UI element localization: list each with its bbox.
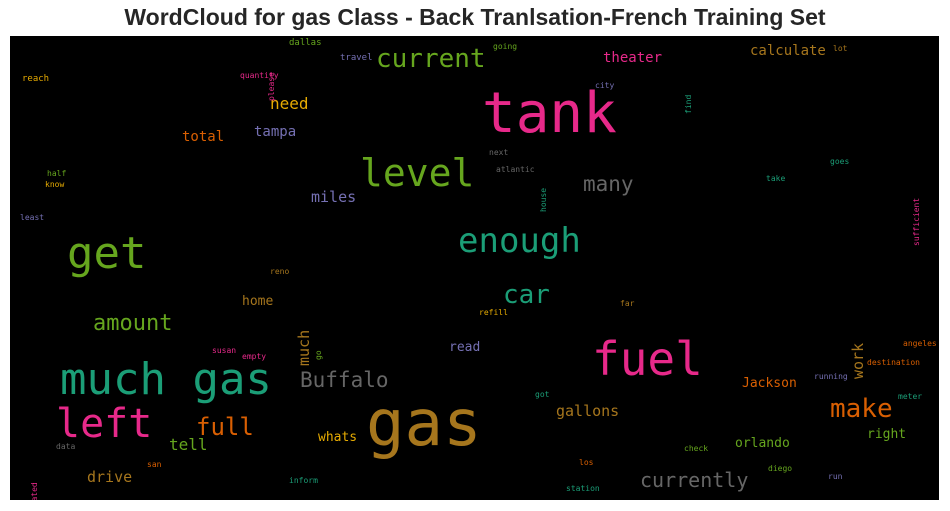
word-whats: whats <box>318 430 358 445</box>
word-meter: meter <box>898 392 923 401</box>
word-cloud: gas tank much gas fuel get level left en… <box>10 36 939 500</box>
word-going: going <box>493 42 518 51</box>
word-house: house <box>539 187 548 212</box>
word-half: half <box>47 169 67 178</box>
word-theater: theater <box>603 50 663 66</box>
word-inform: inform <box>289 476 318 485</box>
word-refill: refill <box>479 308 508 317</box>
word-current: current <box>376 44 486 74</box>
word-currently: currently <box>640 468 749 492</box>
word-city: city <box>595 81 615 90</box>
word-buffalo: Buffalo <box>300 368 389 392</box>
word-amount: amount <box>93 311 173 336</box>
word-right: right <box>867 427 907 442</box>
word-jackson: Jackson <box>742 376 797 391</box>
word-many: many <box>583 172 634 196</box>
word-level: level <box>360 151 475 195</box>
word-need: need <box>270 94 309 113</box>
word-goes: goes <box>830 157 850 166</box>
word-atlantic: atlantic <box>496 165 535 174</box>
word-work: work <box>849 342 867 379</box>
word-reno: reno <box>270 267 290 276</box>
word-reach: reach <box>22 74 50 84</box>
word-take: take <box>766 174 786 183</box>
word-angeles: angeles <box>903 339 937 348</box>
word-travel: travel <box>340 53 373 63</box>
word-calculate: calculate <box>750 43 826 59</box>
word-car: car <box>503 280 550 310</box>
word-enough: enough <box>458 221 581 261</box>
word-orlando: orlando <box>735 436 790 451</box>
word-get: get <box>67 228 147 279</box>
word-full: full <box>196 413 254 441</box>
word-quantity: quantity <box>240 71 279 80</box>
word-fuel: fuel <box>592 332 703 386</box>
word-miles: miles <box>311 188 357 206</box>
word-located: located <box>30 482 39 500</box>
word-diego: diego <box>768 464 793 473</box>
word-least: least <box>20 213 45 222</box>
word-check: check <box>684 444 709 453</box>
word-running: running <box>814 372 848 381</box>
word-read: read <box>449 340 481 355</box>
word-go: go <box>314 350 323 360</box>
word-tank: tank <box>482 81 617 146</box>
word-left: left <box>56 401 153 447</box>
word-tampa: tampa <box>254 124 297 140</box>
word-gallons: gallons <box>556 402 620 420</box>
word-empty: empty <box>242 352 267 361</box>
word-destination: destination <box>867 358 920 367</box>
word-gas: gas <box>366 387 482 461</box>
word-please: please <box>267 72 276 101</box>
word-drive: drive <box>87 468 133 486</box>
page-title: WordCloud for gas Class - Back Tranlsati… <box>124 4 826 30</box>
word-station: station <box>566 484 600 493</box>
word-susan: susan <box>212 346 237 355</box>
word-far: far <box>620 299 635 308</box>
word-lot: lot <box>833 44 848 53</box>
word-tell: tell <box>169 435 208 454</box>
word-run: run <box>828 472 843 481</box>
word-total: total <box>182 129 225 145</box>
word-much: much <box>295 329 313 366</box>
word-got: got <box>535 390 550 399</box>
word-find: find <box>684 94 693 114</box>
word-next: next <box>489 148 509 157</box>
word-much-gas: much gas <box>60 354 272 405</box>
word-home: home <box>242 294 274 309</box>
word-know: know <box>45 180 65 189</box>
word-data: data <box>56 442 76 451</box>
word-san: san <box>147 460 162 469</box>
word-los: los <box>579 458 594 467</box>
word-make: make <box>830 394 893 424</box>
word-sufficient: sufficient <box>912 197 921 246</box>
word-dallas: dallas <box>289 38 322 48</box>
